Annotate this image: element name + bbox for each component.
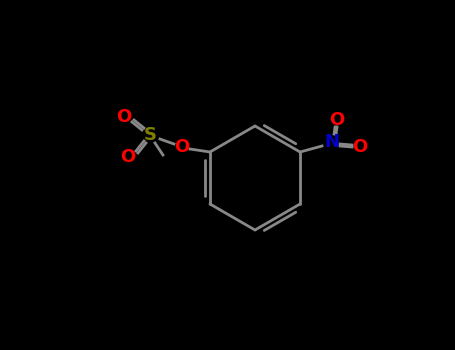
Text: S: S <box>143 126 157 144</box>
Text: O: O <box>329 111 344 129</box>
Text: N: N <box>324 133 339 151</box>
Text: O: O <box>353 138 368 156</box>
Text: O: O <box>174 138 190 156</box>
Text: O: O <box>120 148 136 166</box>
Text: O: O <box>116 108 131 126</box>
